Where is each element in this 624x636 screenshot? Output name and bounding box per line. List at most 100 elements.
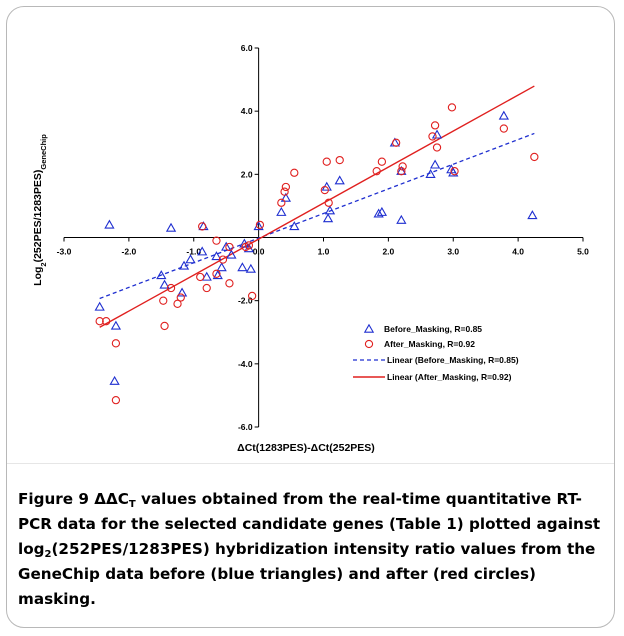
point-after-masking (432, 143, 442, 152)
figure-card (6, 6, 615, 628)
point-before-masking (245, 263, 256, 273)
point-after-masking (281, 182, 291, 192)
point-after-masking (225, 242, 234, 252)
point-before-masking (280, 192, 292, 202)
x-tick-label: -3.0 (57, 247, 72, 257)
x-tick-label: 0.0 (253, 247, 265, 257)
figure-label: Figure 9 (18, 490, 89, 508)
point-after-masking (320, 185, 329, 195)
trendline-after-masking (99, 85, 535, 328)
point-after-masking (324, 198, 333, 207)
point-before-masking (322, 213, 334, 223)
point-before-masking (176, 287, 188, 297)
point-after-masking (398, 162, 407, 171)
x-tick-label: -2.0 (122, 247, 137, 257)
legend: Before_Masking, R=0.85 After_Masking, R=0… (353, 323, 519, 382)
point-before-masking (324, 205, 336, 215)
point-before-masking (373, 208, 384, 218)
scatter-chart: -3.0 -2.0 -1.0 0.0 1.0 2.0 3.0 4.0 5.0 -6.0 -4.0 -2… (32, 43, 590, 454)
point-before-masking (211, 251, 222, 261)
point-after-masking (372, 167, 381, 176)
point-before-masking (498, 110, 510, 120)
point-after-masking (176, 293, 185, 302)
point-before-masking (429, 159, 441, 169)
x-tick-label: 1.0 (318, 247, 330, 257)
legend-label: After_Masking, R=0.92 (384, 339, 475, 349)
figure-caption: Figure 9 ΔΔCT values obtained from the r… (18, 487, 608, 612)
point-before-masking (425, 169, 436, 179)
point-before-masking (185, 254, 196, 264)
point-before-masking (237, 262, 248, 272)
y-tick-label: -6.0 (238, 422, 253, 432)
y-tick-label: 4.0 (241, 106, 253, 116)
point-after-masking (392, 138, 401, 147)
x-tick-label: -1.0 (186, 247, 201, 257)
point-after-masking (198, 222, 207, 231)
point-after-masking (397, 167, 406, 176)
x-axis-title: ΔCt(1283PES)-ΔCt(252PES) (237, 442, 375, 454)
legend-label: Linear (After_Masking, R=0.92) (387, 372, 512, 382)
point-before-masking (221, 241, 232, 251)
point-before-masking (216, 262, 227, 272)
point-after-masking (225, 279, 234, 288)
point-after-masking (450, 167, 459, 176)
point-before-masking (178, 260, 190, 270)
point-after-masking (530, 152, 539, 162)
point-before-masking (104, 219, 115, 229)
legend-marker-after (364, 339, 374, 349)
data-points (94, 103, 539, 405)
point-before-masking (165, 222, 177, 232)
y-tick-label: -4.0 (238, 359, 253, 369)
chart-axes: -3.0 -2.0 -1.0 0.0 1.0 2.0 3.0 4.0 5.0 -6.0 -4.0 -2… (57, 43, 590, 432)
point-before-masking (431, 129, 443, 139)
point-after-masking (95, 317, 104, 326)
point-after-masking (173, 299, 182, 308)
y-tick-label: 6.0 (241, 43, 253, 53)
point-before-masking (159, 279, 170, 289)
point-after-masking (335, 155, 344, 165)
point-after-masking (196, 272, 205, 282)
caption-divider (7, 463, 614, 464)
point-after-masking (428, 132, 437, 141)
y-tick-label: 2.0 (241, 169, 253, 179)
point-before-masking (289, 221, 300, 231)
point-before-masking (109, 375, 120, 385)
point-after-masking (160, 321, 169, 331)
point-before-masking (376, 206, 388, 216)
x-tick-label: 4.0 (512, 247, 524, 257)
point-before-masking (201, 271, 212, 281)
point-after-masking (102, 317, 111, 326)
point-after-masking (447, 103, 457, 112)
y-tick-label: -2.0 (238, 296, 253, 306)
point-after-masking (255, 220, 265, 230)
legend-label: Linear (Before_Masking, R=0.85) (387, 355, 519, 365)
x-tick-label: 2.0 (382, 247, 394, 257)
y-axis-title: Log2(252PES/1283PES)GeneChip (32, 134, 48, 286)
point-before-masking (226, 249, 237, 259)
point-after-masking (244, 241, 254, 250)
x-tick-label: 5.0 (577, 247, 589, 257)
point-after-masking (322, 157, 331, 166)
point-before-masking (197, 246, 208, 256)
legend-marker-before (363, 323, 375, 333)
point-after-masking (247, 291, 257, 301)
point-after-masking (280, 187, 289, 196)
point-after-masking (212, 269, 221, 278)
point-before-masking (156, 270, 167, 280)
trendlines (99, 85, 535, 328)
point-after-masking (430, 121, 440, 130)
trendline-before-masking (99, 132, 535, 300)
point-before-masking (110, 320, 122, 330)
x-tick-label: 3.0 (447, 247, 459, 257)
point-before-masking (334, 175, 345, 185)
point-after-masking (290, 168, 299, 177)
point-after-masking (212, 236, 221, 245)
point-before-masking (276, 206, 287, 216)
caption-text: ΔΔCT values obtained from the real-time … (18, 490, 601, 608)
point-after-masking (377, 157, 387, 166)
point-after-masking (277, 198, 286, 207)
point-after-masking (166, 283, 176, 293)
point-after-masking (499, 124, 509, 133)
point-after-masking (111, 339, 121, 348)
point-after-masking (111, 396, 121, 405)
